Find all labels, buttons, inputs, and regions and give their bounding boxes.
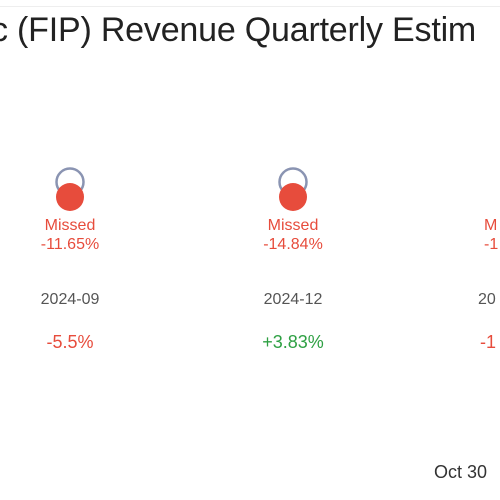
date-label: Oct 30 [434,462,488,482]
chart-title: c (FIP) Revenue Quarterly Estim [0,11,477,49]
top-divider [0,6,500,7]
estimate-vs-actual-marker [276,166,310,216]
result-label: M -1 [484,216,500,254]
result-status: Missed [44,217,96,234]
change-label: -1 [480,332,497,352]
change-label: +3.83% [262,332,324,352]
result-status: Missed [267,217,319,234]
result-label: Missed -11.65% [0,216,150,254]
x-tick-label: 20 [478,291,496,308]
result-label: Missed -14.84% [213,216,373,254]
estimate-vs-actual-marker [53,166,87,216]
result-surprise: -14.84% [263,236,323,253]
actual-circle [279,183,307,211]
actual-circle [56,183,84,211]
x-tick-label: 2024-12 [263,291,323,308]
result-surprise: -1 [484,236,499,253]
result-surprise: -11.65% [40,236,100,253]
change-label: -5.5% [46,332,94,352]
x-tick-label: 2024-09 [40,291,100,308]
result-status: M [484,217,498,234]
